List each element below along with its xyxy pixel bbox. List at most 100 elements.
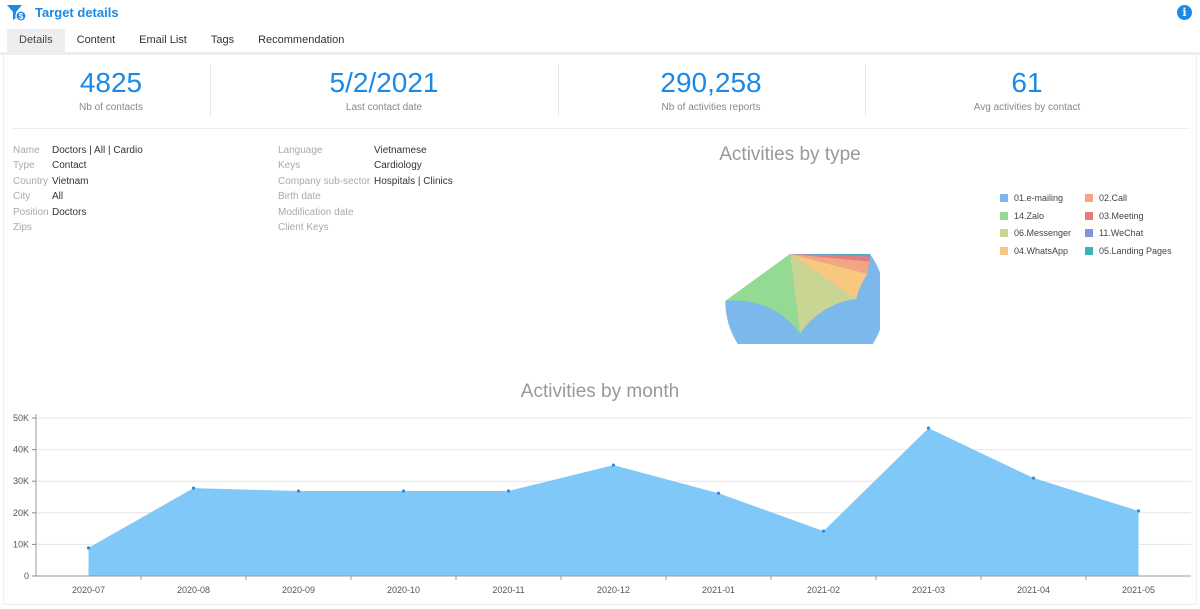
data-point[interactable] [821,529,826,533]
detail-key: Client Keys [278,222,329,233]
legend-label: 06.Messenger [1014,228,1072,238]
pie-slice-4[interactable] [790,254,870,274]
data-point[interactable] [1031,476,1036,480]
x-tick-label: 2020-07 [72,585,105,595]
detail-value: Contact [52,160,87,172]
data-point[interactable] [611,463,616,467]
detail-value: Doctors [52,206,87,218]
y-tick-label: 10K [13,539,29,549]
detail-key: Type [13,160,35,172]
data-point[interactable] [506,489,511,493]
legend-item[interactable]: 06.Messenger [1000,228,1071,238]
details-left: Name Doctors | All | Cardio Type Contact Cou… [13,143,263,243]
stat-value: 290,258 [660,67,762,98]
y-tick-label: 50K [13,413,29,423]
svg-text:$: $ [19,12,24,21]
detail-value: Cardiology [374,160,422,172]
legend-item[interactable]: 01.e-mailing [1000,193,1063,203]
detail-key: Zips [13,222,32,233]
legend-item[interactable]: 02.Call [1085,193,1127,203]
y-tick-label: 20K [13,508,29,518]
details-panel [3,55,1197,605]
x-tick-label: 2020-11 [492,585,524,595]
pie-slice-5[interactable] [790,254,870,262]
detail-key: Birth date [278,191,321,203]
x-tick-label: 2021-02 [807,585,840,595]
legend-item[interactable]: 11.WeChat [1085,228,1143,238]
pie-slice-1[interactable] [725,254,801,334]
data-point[interactable] [716,491,721,495]
tab-bar: Details Content Email List Tags Recommen… [7,29,356,52]
legend-swatch [1000,211,1008,220]
detail-value: Vietnamese [374,145,427,156]
legend-label: 03.Meeting [1099,210,1144,221]
detail-key: Name [13,145,40,156]
pie-slice-3[interactable] [790,254,868,299]
legend-label: 02.Call [1099,193,1128,203]
x-tick-label: 2020-08 [177,585,210,595]
tab-email-list[interactable]: Email List [139,34,187,46]
legend-item[interactable]: 05.Landing Pages [1085,246,1172,256]
tab-content[interactable]: Content [76,34,116,46]
info-icon[interactable]: i [1177,5,1192,20]
stat-value: 4825 [79,67,143,98]
x-tick-label: 2021-04 [1017,585,1050,595]
tab-recommendation[interactable]: Recommendation [258,34,345,46]
data-point[interactable] [191,486,196,490]
stat-contacts: 4825 Nb of contacts [0,66,261,113]
legend-swatch [1000,246,1008,255]
data-point[interactable] [86,546,91,550]
tab-details[interactable]: Details [7,29,65,52]
area-chart-title: Activities by month [520,381,680,402]
stat-label: Last contact date [345,102,423,113]
detail-key: Position [13,206,49,218]
area-chart: 0 10K 20K 30K 40K 50K 2020-07 2020-08 2020-09 202… [13,413,1191,595]
detail-value: All [52,191,64,203]
x-tick-label: 2020-12 [597,585,630,595]
detail-key: City [13,191,31,203]
pie-slice-6[interactable] [790,254,870,257]
legend-item[interactable]: 04.WhatsApp [1000,246,1068,256]
x-tick-label: 2021-03 [912,585,945,595]
detail-value: Hospitals | Clinics [374,175,453,187]
divider [210,64,211,116]
data-point[interactable] [401,489,406,493]
pie-legend: 01.e-mailing 02.Call 14.Zalo 03.Meeting 06.M… [1000,193,1190,263]
divider [865,64,866,116]
legend-item[interactable]: 03.Meeting [1085,211,1144,221]
stat-activities: 290,258 Nb of activities reports [561,66,861,113]
detail-key: Keys [278,160,301,172]
pie-slice-7[interactable] [790,254,870,256]
data-point[interactable] [1136,509,1141,513]
pie-chart-title: Activities by type [719,144,861,165]
stat-avg: 61 Avg activities by contact [877,66,1177,113]
x-tick-label: 2021-01 [702,585,735,595]
legend-label: 01.e-mailing [1014,193,1064,203]
x-tick-label: 2021-05 [1122,585,1155,595]
y-tick-label: 0 [24,571,29,581]
area-series [88,428,1139,576]
legend-swatch [1000,194,1008,202]
pie-slice-2[interactable] [790,254,857,334]
detail-value: Vietnam [52,175,89,187]
pie-chart [725,254,880,344]
legend-item[interactable]: 14.Zalo [1000,211,1044,221]
legend-swatch [1085,211,1093,220]
legend-swatch [1085,229,1093,237]
stat-label: Avg activities by contact [973,102,1081,113]
legend-label: 14.Zalo [1014,210,1045,221]
legend-swatch [1085,246,1093,255]
filter-dollar-icon: $ [6,3,28,28]
legend-label: 11.WeChat [1099,228,1144,238]
divider [558,64,559,116]
detail-key: Company sub-sector [278,175,371,187]
data-point[interactable] [926,426,931,430]
stat-label: Nb of activities reports [661,102,761,113]
legend-swatch [1085,194,1093,202]
tab-tags[interactable]: Tags [210,34,235,46]
stat-label: Nb of contacts [79,102,143,113]
detail-key: Language [278,145,323,156]
stat-value: 61 [1011,67,1043,98]
details-right: Language Vietnamese Keys Cardiology Company … [278,143,528,243]
data-point[interactable] [296,489,301,493]
